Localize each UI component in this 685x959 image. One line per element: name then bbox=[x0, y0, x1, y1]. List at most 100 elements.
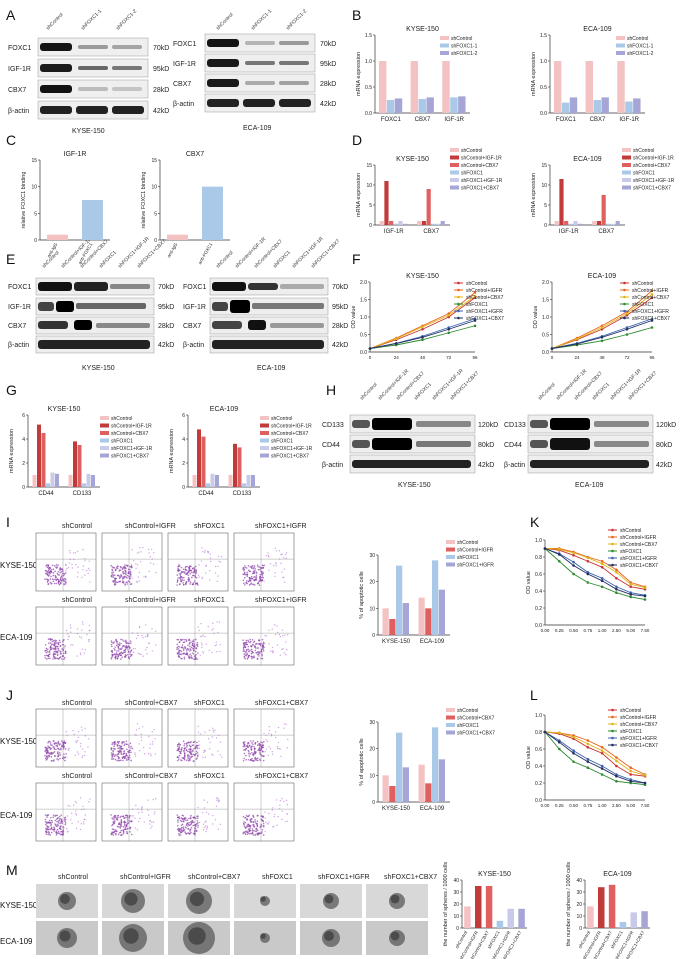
event-dot bbox=[283, 581, 286, 583]
event-dot bbox=[248, 751, 250, 753]
event-dot bbox=[196, 641, 199, 644]
event-dot bbox=[53, 578, 55, 581]
event-dot bbox=[187, 758, 189, 760]
bar bbox=[73, 441, 77, 487]
event-dot bbox=[76, 632, 79, 635]
event-dot bbox=[135, 563, 137, 565]
legend-label: shFOXC1 bbox=[632, 302, 654, 308]
event-dot bbox=[248, 825, 250, 828]
event-dot bbox=[276, 746, 279, 748]
event-dot bbox=[130, 649, 133, 651]
event-dot bbox=[68, 549, 71, 552]
data-point bbox=[557, 559, 561, 563]
y-axis-label: the number of spheres / 1000 cells bbox=[566, 862, 572, 947]
event-dot bbox=[152, 551, 155, 554]
event-dot bbox=[285, 641, 287, 643]
event-dot bbox=[44, 757, 47, 759]
band bbox=[78, 87, 108, 91]
event-dot bbox=[246, 831, 248, 833]
event-dot bbox=[180, 820, 183, 823]
bar bbox=[585, 61, 594, 113]
data-point bbox=[572, 551, 575, 555]
event-dot bbox=[64, 756, 67, 759]
event-dot bbox=[123, 821, 125, 823]
event-dot bbox=[84, 818, 86, 821]
bar bbox=[206, 483, 210, 487]
event-dot bbox=[50, 582, 53, 585]
legend-marker bbox=[611, 743, 614, 747]
panel-label-d: D bbox=[352, 132, 362, 148]
panel-label-f: F bbox=[352, 251, 361, 267]
event-dot bbox=[55, 564, 58, 566]
event-dot bbox=[49, 742, 52, 744]
x-tick-label: CD133 bbox=[233, 491, 252, 497]
event-dot bbox=[178, 817, 181, 820]
event-dot bbox=[253, 572, 256, 574]
event-dot bbox=[57, 564, 59, 566]
band bbox=[372, 418, 412, 430]
event-dot bbox=[177, 565, 179, 568]
bar bbox=[593, 100, 601, 113]
event-dot bbox=[208, 570, 211, 572]
event-dot bbox=[283, 723, 286, 725]
event-dot bbox=[48, 642, 50, 644]
event-dot bbox=[127, 572, 130, 575]
event-dot bbox=[197, 744, 199, 747]
bar bbox=[55, 473, 59, 487]
bar bbox=[554, 221, 559, 225]
event-dot bbox=[149, 823, 151, 825]
event-dot bbox=[113, 741, 115, 744]
event-dot bbox=[59, 757, 61, 760]
event-dot bbox=[56, 566, 59, 568]
legend-swatch bbox=[446, 540, 455, 544]
event-dot bbox=[204, 636, 206, 638]
event-dot bbox=[189, 648, 191, 650]
event-dot bbox=[268, 629, 270, 631]
event-dot bbox=[189, 653, 192, 656]
data-point bbox=[421, 325, 424, 329]
chart-title: KYSE-150 bbox=[396, 156, 429, 163]
event-dot bbox=[180, 650, 183, 653]
legend-swatch bbox=[616, 36, 625, 40]
event-dot bbox=[150, 827, 152, 829]
event-dot bbox=[186, 750, 189, 753]
event-dot bbox=[261, 645, 264, 648]
event-dot bbox=[191, 642, 194, 645]
y-tick-label: 1.0 bbox=[542, 315, 549, 321]
y-tick-label: 0.2 bbox=[535, 606, 542, 612]
event-dot bbox=[130, 654, 133, 657]
legend-swatch bbox=[100, 438, 109, 443]
y-tick-label: 15 bbox=[151, 158, 157, 164]
bar bbox=[442, 61, 450, 113]
event-dot bbox=[53, 830, 55, 832]
event-dot bbox=[249, 832, 251, 835]
marker-label-igf1r: IGF-1R bbox=[8, 66, 31, 73]
y-tick-label: 1.5 bbox=[542, 298, 549, 304]
event-dot bbox=[122, 825, 125, 828]
event-dot bbox=[126, 577, 128, 579]
y-tick-label: 0.0 bbox=[535, 623, 542, 629]
event-dot bbox=[176, 584, 178, 586]
event-dot bbox=[284, 634, 286, 636]
event-dot bbox=[139, 817, 141, 820]
event-dot bbox=[45, 654, 48, 657]
bar bbox=[167, 234, 188, 240]
marker-label-cbx7: CBX7 bbox=[173, 81, 191, 88]
legend-swatch bbox=[440, 36, 449, 40]
event-dot bbox=[120, 654, 122, 656]
bar bbox=[402, 767, 409, 802]
event-dot bbox=[120, 658, 122, 660]
bar bbox=[587, 906, 594, 928]
event-dot bbox=[197, 725, 199, 728]
event-dot bbox=[215, 737, 218, 739]
chart-title: KYSE-150 bbox=[478, 871, 511, 878]
event-dot bbox=[125, 816, 127, 819]
event-dot bbox=[62, 574, 65, 577]
bar bbox=[606, 223, 611, 225]
event-dot bbox=[148, 814, 150, 816]
event-dot bbox=[51, 640, 54, 643]
band bbox=[212, 321, 242, 329]
event-dot bbox=[190, 740, 192, 743]
event-dot bbox=[285, 552, 288, 554]
event-dot bbox=[283, 727, 285, 729]
